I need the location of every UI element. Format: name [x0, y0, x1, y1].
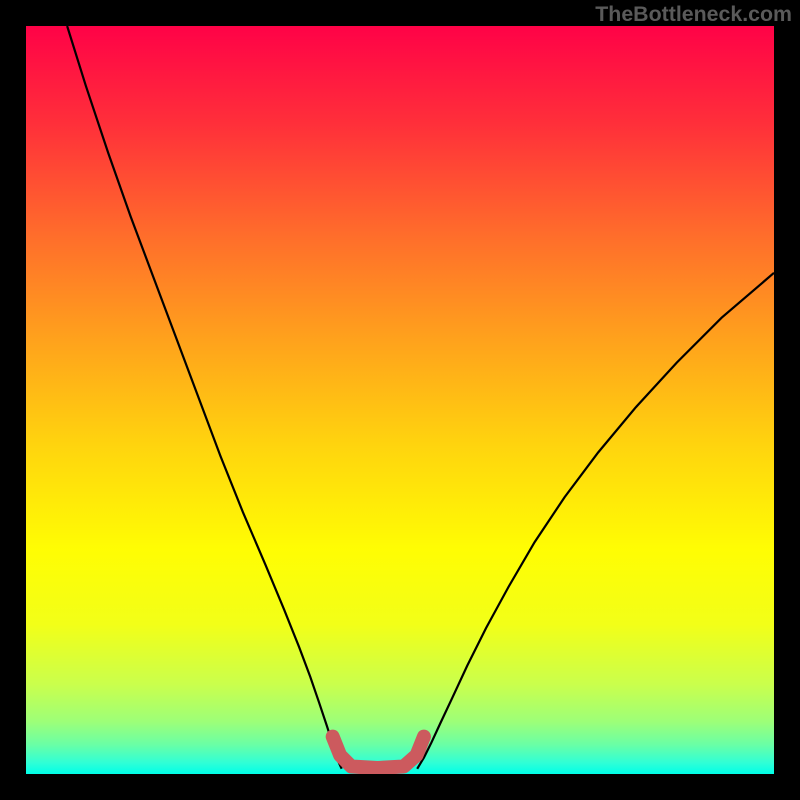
plot-svg	[26, 26, 774, 774]
watermark-text: TheBottleneck.com	[595, 2, 792, 27]
frame-border-left	[0, 0, 26, 800]
frame-border-bottom	[0, 774, 800, 800]
plot-background	[26, 26, 774, 774]
frame-border-right	[774, 0, 800, 800]
chart-frame: TheBottleneck.com	[0, 0, 800, 800]
plot-area	[26, 26, 774, 774]
